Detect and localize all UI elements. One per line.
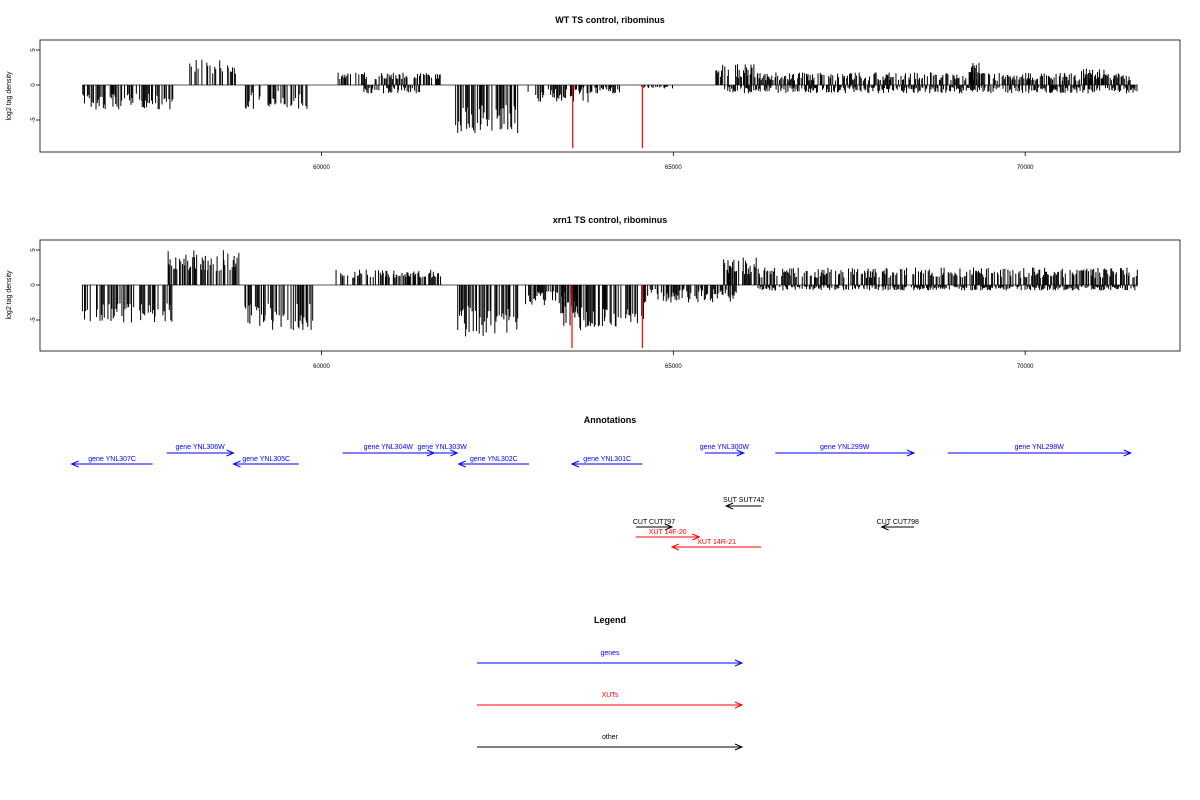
bar-marks bbox=[82, 59, 1138, 148]
annotation-label: gene YNL299W bbox=[820, 444, 870, 451]
annotation-label: gene YNL298W bbox=[1015, 444, 1065, 451]
legend-label: XUTs bbox=[602, 692, 619, 699]
y-tick-label: -5 bbox=[31, 117, 37, 123]
annotation-label: gene YNL304W bbox=[364, 444, 414, 451]
annotation-label: gene YNL300W bbox=[700, 444, 750, 451]
annotation-label: gene YNL305C bbox=[242, 456, 290, 463]
annotation-arrowhead bbox=[736, 449, 745, 457]
y-tick-label: 0 bbox=[31, 283, 37, 287]
annotation-label: gene YNL306W bbox=[175, 444, 225, 451]
annotation-arrowhead bbox=[450, 449, 459, 457]
axes: -5 0 5 60000 65000 70000 bbox=[31, 48, 1034, 171]
annotation-arrowhead bbox=[1123, 449, 1133, 457]
annotation-arrowhead bbox=[724, 502, 734, 510]
annotation-label: gene YNL301C bbox=[583, 456, 631, 463]
annotation-arrowhead bbox=[570, 460, 580, 468]
annotation-label: CUT CUT798 bbox=[877, 519, 919, 526]
panel-xrn1-ts-control: xrn1 TS control, ribominus log2 tag dens… bbox=[6, 215, 1181, 370]
annotation-arrowhead bbox=[670, 543, 680, 551]
annotation-label: XUT 14F-20 bbox=[649, 529, 687, 536]
annotation-label: CUT CUT797 bbox=[633, 519, 675, 526]
x-tick-label: 60000 bbox=[313, 364, 330, 370]
annotation-arrowhead bbox=[226, 449, 235, 457]
bar-marks bbox=[81, 250, 1138, 348]
y-tick-label: 0 bbox=[31, 83, 37, 87]
annotation-arrowhead bbox=[70, 460, 79, 468]
annotation-arrowhead bbox=[232, 460, 241, 468]
plot-frame bbox=[39, 239, 1181, 352]
legend-title: Legend bbox=[594, 615, 626, 625]
y-axis-label: log2 tag density bbox=[6, 71, 13, 121]
x-tick-label: 65000 bbox=[665, 165, 682, 171]
legend-items: genes XUTs other bbox=[477, 650, 744, 751]
panel-title: WT TS control, ribominus bbox=[555, 15, 665, 25]
annotation-arrowhead bbox=[906, 449, 916, 457]
y-tick-label: -5 bbox=[31, 317, 37, 323]
x-tick-label: 65000 bbox=[665, 364, 682, 370]
y-tick-label: 5 bbox=[31, 248, 37, 252]
legend-label: other bbox=[602, 734, 619, 741]
annotation-items: gene YNL307C gene YNL306W gene YNL305C gene… bbox=[70, 444, 1133, 551]
x-tick-label: 70000 bbox=[1017, 364, 1034, 370]
annotation-label: gene YNL307C bbox=[88, 456, 136, 463]
annotation-label: gene YNL302C bbox=[470, 456, 518, 463]
annotation-label: XUT 14R-21 bbox=[697, 539, 736, 546]
annotation-arrowhead bbox=[457, 460, 466, 468]
plot-frame bbox=[39, 39, 1181, 153]
y-axis-label: log2 tag density bbox=[6, 270, 13, 320]
legend-label: genes bbox=[600, 650, 620, 657]
x-tick-label: 60000 bbox=[313, 165, 330, 171]
legend-arrowhead bbox=[734, 659, 744, 667]
annotation-arrowhead bbox=[692, 533, 701, 541]
legend-arrowhead bbox=[734, 701, 744, 709]
annotation-arrowhead bbox=[664, 523, 674, 531]
x-tick-label: 70000 bbox=[1017, 165, 1034, 171]
panel-title: xrn1 TS control, ribominus bbox=[553, 215, 668, 225]
annotation-label: SUT SUT742 bbox=[723, 497, 765, 504]
panel-wt-ts-control: WT TS control, ribominus log2 tag densit… bbox=[6, 15, 1181, 171]
y-tick-label: 5 bbox=[31, 48, 37, 52]
annotations-title: Annotations bbox=[584, 415, 637, 425]
annotation-arrowhead bbox=[880, 523, 889, 531]
legend: Legend genes XUTs other bbox=[477, 615, 744, 751]
axes: -5 0 5 60000 65000 70000 bbox=[31, 248, 1034, 370]
legend-arrowhead bbox=[734, 743, 744, 751]
annotation-label: gene YNL303W bbox=[418, 444, 468, 451]
